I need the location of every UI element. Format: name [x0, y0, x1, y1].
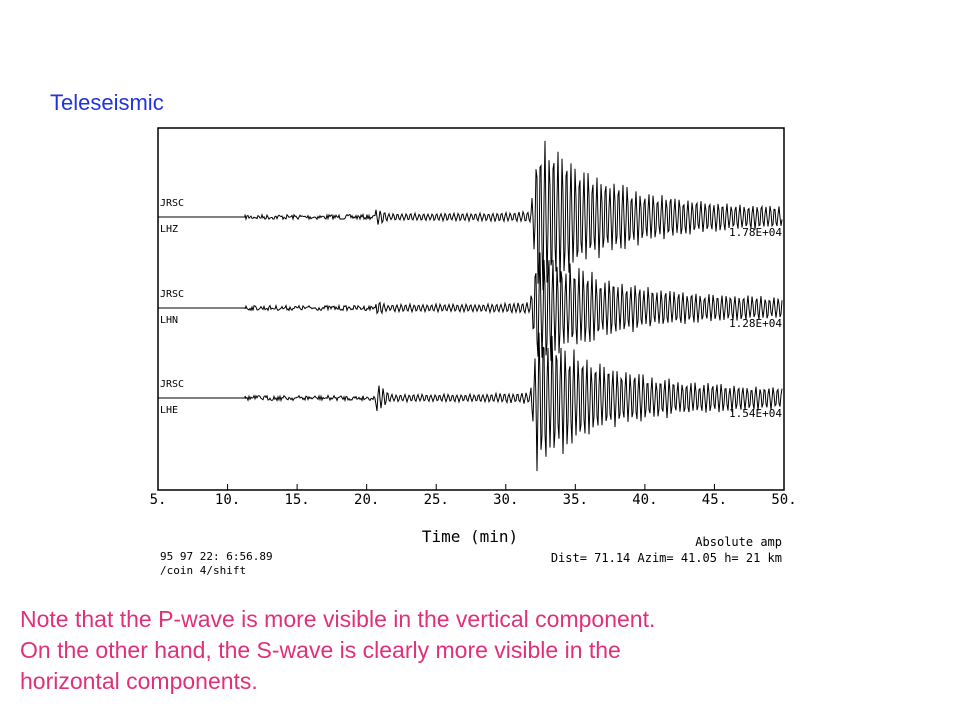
- seismogram-figure: 5. 10. 15. 20. 25. 30. 35. 40. 45. 50. Time (min) A…: [150, 127, 797, 577]
- amplitude-label: 1.54E+04: [729, 407, 782, 420]
- waveform: [158, 332, 783, 472]
- x-tick-label: 50.: [771, 492, 796, 508]
- amplitude-label: 1.78E+04: [729, 226, 782, 239]
- channel-label: LHN: [160, 315, 178, 326]
- x-tick-label: 10.: [215, 492, 240, 508]
- slide-title: Teleseismic: [50, 90, 164, 115]
- waveform: [158, 140, 783, 291]
- x-tick-label: 25.: [424, 492, 449, 508]
- footer-left: /coin 4/shift: [160, 564, 246, 577]
- x-tick-label: 15.: [284, 492, 309, 508]
- x-tick-label: 40.: [632, 492, 657, 508]
- waveform: [158, 252, 783, 361]
- note-line: horizontal components.: [20, 668, 258, 694]
- x-tick-label: 45.: [702, 492, 727, 508]
- scale-note: Absolute amp: [695, 535, 782, 549]
- channel-label: LHE: [160, 405, 178, 416]
- plot-frame: [157, 127, 785, 491]
- footer-right: Dist= 71.14 Azim= 41.05 h= 21 km: [551, 551, 782, 565]
- station-label: JRSC: [160, 379, 184, 390]
- x-tick-label: 30.: [493, 492, 518, 508]
- x-tick-label: 5.: [150, 492, 167, 508]
- x-axis-label: Time (min): [422, 527, 518, 546]
- station-label: JRSC: [160, 198, 184, 209]
- note: Note that the P-wave is more visible in …: [20, 604, 950, 697]
- amplitude-label: 1.28E+04: [729, 317, 782, 330]
- x-tick-label: 20.: [354, 492, 379, 508]
- x-tick-label: 35.: [563, 492, 588, 508]
- footer-left: 95 97 22: 6:56.89: [160, 550, 273, 563]
- station-label: JRSC: [160, 289, 184, 300]
- note-line: On the other hand, the S-wave is clearly…: [20, 637, 621, 663]
- channel-label: LHZ: [160, 224, 178, 235]
- note-line: Note that the P-wave is more visible in …: [20, 606, 656, 632]
